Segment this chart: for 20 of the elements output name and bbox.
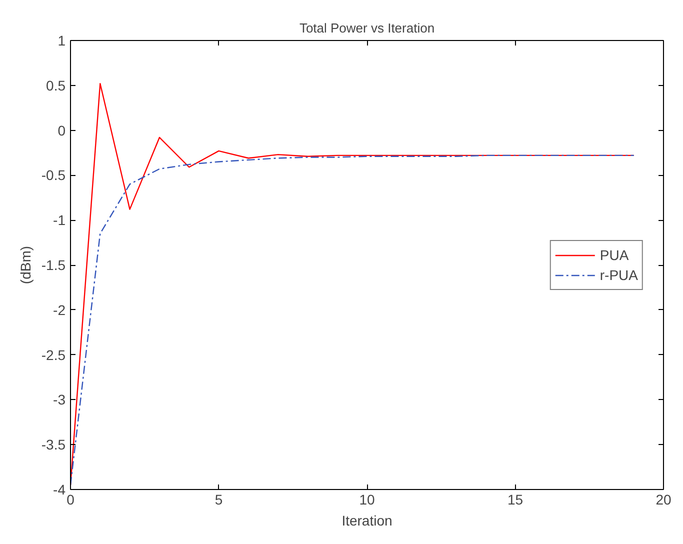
y-tick-label: -1.5 bbox=[41, 257, 66, 273]
y-tick-label: 0 bbox=[58, 122, 66, 138]
x-axis-title: Iteration bbox=[342, 512, 392, 528]
legend-label: r-PUA bbox=[600, 266, 638, 282]
y-tick-label: 0.5 bbox=[46, 77, 66, 94]
y-tick-label: -0.5 bbox=[41, 167, 66, 184]
y-tick-label: -1 bbox=[53, 212, 66, 228]
y-tick-label: -2.5 bbox=[41, 346, 66, 363]
y-tick-label: -4 bbox=[53, 482, 66, 498]
legend-label: PUA bbox=[600, 246, 629, 262]
x-tick-label: 15 bbox=[507, 492, 524, 508]
y-tick-label: 1 bbox=[58, 32, 66, 48]
chart-title: Total Power vs Iteration bbox=[299, 20, 435, 36]
x-tick-label: 5 bbox=[214, 492, 223, 508]
y-tick-label: -3 bbox=[53, 392, 66, 408]
x-tick-label: 10 bbox=[359, 492, 375, 508]
y-axis-title: (dBm) bbox=[17, 246, 34, 284]
x-tick-label: 20 bbox=[656, 492, 672, 508]
y-tick-label: -2 bbox=[53, 302, 66, 318]
y-tick-label: -3.5 bbox=[41, 436, 66, 453]
